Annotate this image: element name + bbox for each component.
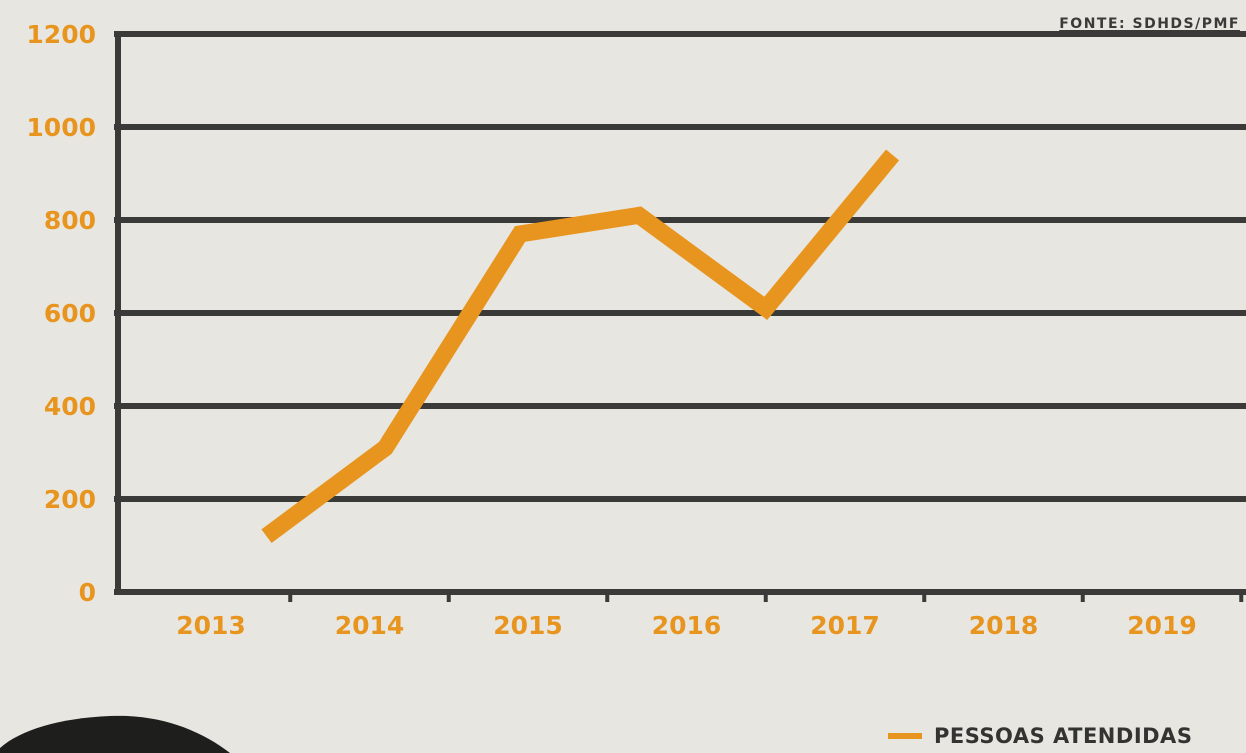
legend: PESSOAS ATENDIDAS	[888, 724, 1192, 748]
y-tick-label: 1200	[26, 20, 96, 49]
x-tick-label: 2013	[176, 611, 246, 640]
x-axis-ticks	[288, 592, 1244, 602]
y-tick-label: 200	[44, 485, 96, 514]
x-tick-label: 2017	[810, 611, 880, 640]
source-note: FONTE: SDHDS/PMF	[1059, 16, 1240, 32]
legend-swatch	[888, 733, 922, 739]
x-tick-label: 2016	[652, 611, 722, 640]
gridlines	[114, 31, 1246, 595]
y-tick-label: 400	[44, 392, 96, 421]
decorative-shape	[0, 715, 230, 753]
x-tick-label: 2019	[1127, 611, 1197, 640]
x-tick-label: 2014	[335, 611, 405, 640]
series-lines	[261, 149, 900, 544]
y-tick-label: 600	[44, 299, 96, 328]
legend-label: PESSOAS ATENDIDAS	[934, 724, 1193, 748]
y-axis-labels: 0 200 400 600 800 1000 1200	[26, 20, 96, 607]
series-line	[261, 149, 900, 544]
y-tick-label: 800	[44, 206, 96, 235]
y-tick-label: 0	[79, 578, 96, 607]
y-tick-label: 1000	[26, 113, 96, 142]
x-axis-labels: 2013 2014 2015 2016 2017 2018 2019	[176, 611, 1197, 640]
x-tick-label: 2018	[969, 611, 1039, 640]
x-tick-label: 2015	[493, 611, 563, 640]
